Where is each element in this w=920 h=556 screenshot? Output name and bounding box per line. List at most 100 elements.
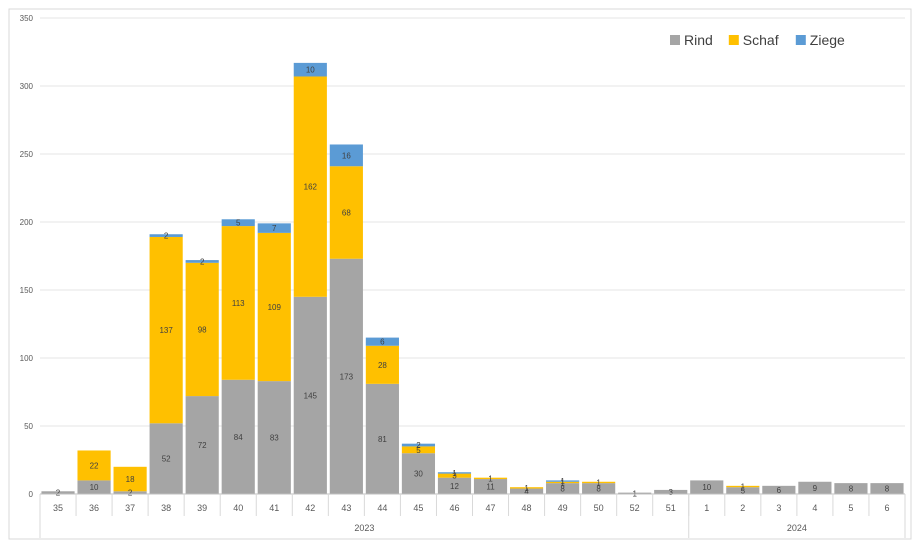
- data-label: 1: [596, 478, 601, 487]
- data-label: 2: [200, 257, 205, 266]
- x-tick-label: 1: [704, 503, 709, 513]
- data-label: 12: [450, 482, 459, 491]
- data-label: 8: [596, 485, 601, 494]
- bar-schaf-48: [509, 487, 544, 489]
- x-tick-label: 42: [305, 503, 315, 513]
- data-label: 2: [416, 441, 421, 450]
- y-tick-label: 300: [20, 82, 34, 91]
- data-label: 1: [488, 474, 493, 483]
- legend-label-ziege: Ziege: [810, 32, 845, 48]
- x-tick-label: 37: [125, 503, 135, 513]
- x-tick-label: 38: [161, 503, 171, 513]
- bar-rind-39: [185, 396, 219, 494]
- y-tick-label: 100: [20, 354, 34, 363]
- data-label: 1: [560, 477, 565, 486]
- bar-schaf-40: [221, 226, 255, 380]
- bar-rind-43: [329, 258, 363, 494]
- data-label: 16: [342, 151, 351, 160]
- bar-rind-47: [473, 479, 508, 494]
- x-tick-label: 4: [812, 503, 817, 513]
- bar-rind-45: [401, 453, 436, 494]
- bar-schaf-41: [257, 232, 291, 382]
- x-tick-label: 44: [377, 503, 387, 513]
- gridlines: [40, 17, 905, 427]
- bar-rind-36: [77, 480, 111, 494]
- bar-ziege-38: [149, 234, 183, 237]
- bar-rind-48: [509, 488, 544, 494]
- bar-schaf-46: [437, 473, 472, 478]
- bar-rind-41: [257, 381, 291, 494]
- y-tick-label: 50: [24, 422, 33, 431]
- legend-swatch-rind: [670, 35, 680, 45]
- x-tick-label: 45: [413, 503, 423, 513]
- data-label: 7: [272, 224, 277, 233]
- data-label: 30: [414, 470, 423, 479]
- data-label: 98: [198, 325, 207, 334]
- data-label: 2: [164, 232, 169, 241]
- legend-swatch-ziege: [795, 35, 806, 45]
- x-axis: 35 36 37 38 39 40 41 42 43 44 45 46 47 48 49 50 52 51 1 2 3 4…: [39, 493, 906, 538]
- data-label: 145: [304, 391, 318, 400]
- bar-rind-49: [546, 483, 580, 494]
- x-tick-label: 41: [269, 503, 279, 513]
- bar-schaf-39: [185, 262, 219, 397]
- x-tick-label: 6: [884, 503, 889, 513]
- data-label: 2: [56, 489, 61, 498]
- data-label: 10: [306, 66, 315, 75]
- data-label: 9: [813, 484, 818, 493]
- bar-schaf-44: [365, 345, 399, 384]
- group-label: 2023: [354, 523, 374, 533]
- x-tick-label: 49: [558, 503, 568, 513]
- data-label: 8: [560, 485, 565, 494]
- legend: Rind Schaf Ziege: [670, 32, 845, 48]
- bar-ziege-46: [437, 472, 472, 474]
- bar-ziege-44: [365, 337, 399, 346]
- data-label: 81: [378, 435, 387, 444]
- bar-ziege-42: [293, 62, 327, 77]
- x-tick-label: 47: [486, 503, 496, 513]
- data-label: 162: [304, 183, 318, 192]
- data-label: 5: [741, 487, 746, 496]
- x-tick-label: 40: [233, 503, 243, 513]
- data-label: 8: [885, 485, 890, 494]
- x-tick-label: 50: [594, 503, 604, 513]
- x-tick-label: 39: [197, 503, 207, 513]
- bar-rind-46: [437, 477, 472, 494]
- data-label: 83: [270, 434, 279, 443]
- data-label: 72: [198, 441, 207, 450]
- legend-swatch-schaf: [728, 35, 739, 45]
- bar-rind-40: [221, 379, 255, 494]
- x-tick-label: 46: [449, 503, 459, 513]
- y-tick-label: 0: [29, 490, 34, 499]
- bar-rind-5: [834, 483, 868, 494]
- bar-schaf-36: [77, 450, 111, 481]
- bar-rind-51: [654, 489, 688, 494]
- bar-rind-3: [762, 485, 796, 494]
- chart-border: [8, 8, 912, 540]
- bar-rind-4: [798, 481, 832, 494]
- bar-ziege-39: [185, 260, 219, 263]
- bar-rind-37: [113, 491, 147, 494]
- bar-schaf-47: [473, 477, 508, 480]
- legend-label-rind: Rind: [684, 32, 713, 48]
- x-tick-label: 2: [740, 503, 745, 513]
- data-label: 3: [669, 488, 674, 497]
- x-tick-label: 35: [53, 503, 63, 513]
- x-tick-label: 3: [776, 503, 781, 513]
- x-tick-label: 5: [848, 503, 853, 513]
- x-tick-label: 43: [341, 503, 351, 513]
- data-label: 68: [342, 208, 351, 217]
- bars: [41, 62, 904, 494]
- bar-rind-44: [365, 383, 399, 494]
- data-label: 8: [849, 485, 854, 494]
- data-label: 1: [560, 478, 565, 487]
- bar-ziege-49: [546, 480, 580, 482]
- bar-rind-35: [41, 491, 75, 494]
- data-label: 10: [702, 483, 711, 492]
- data-label: 1: [452, 469, 457, 478]
- bar-schaf-42: [293, 76, 327, 297]
- bar-schaf-49: [546, 481, 580, 484]
- y-tick-label: 200: [20, 218, 34, 227]
- bar-schaf-45: [401, 446, 436, 454]
